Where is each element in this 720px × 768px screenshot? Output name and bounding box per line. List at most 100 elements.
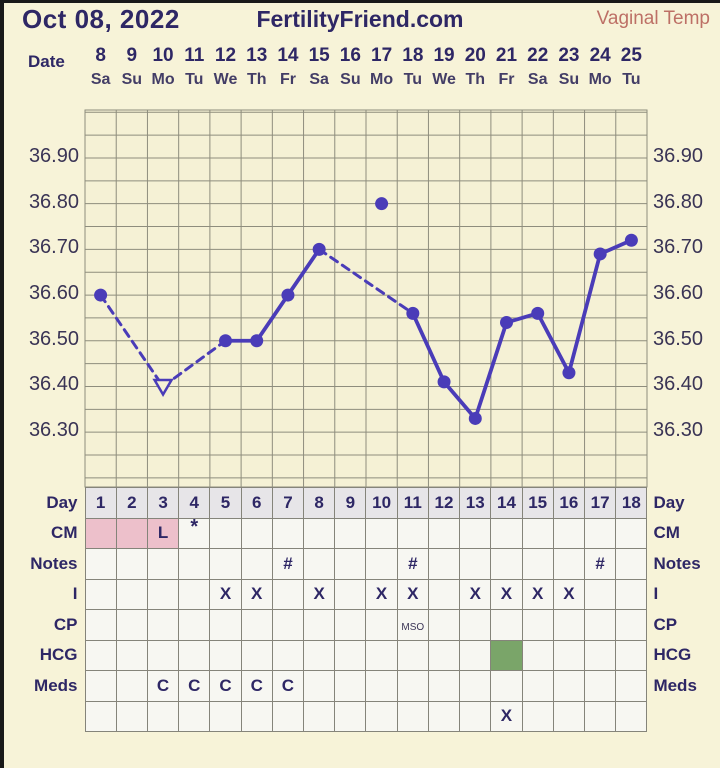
y-tick-label-right: 36.70: [653, 236, 704, 259]
cell-cp-day-18: [615, 609, 648, 641]
cell-extra-day-12: [427, 700, 461, 732]
row-label-left: [0, 701, 85, 732]
cell-notes-day-10: [365, 548, 398, 580]
cell-extra-day-6: [240, 700, 273, 732]
cell-extra-day-17: [583, 700, 617, 732]
cell-i-day-8: X: [303, 578, 336, 610]
cell-cp-day-14: [490, 609, 523, 641]
cell-day-day-4: 4: [178, 487, 211, 519]
date-number: 11: [184, 45, 205, 66]
weekday-label: Tu: [185, 71, 204, 88]
cell-notes-day-1: [84, 548, 117, 580]
cell-i-day-12: [427, 578, 461, 610]
cell-meds-day-4: C: [178, 670, 211, 702]
cell-day-day-13: 13: [459, 487, 492, 519]
temp-dot-day-14: [500, 315, 513, 329]
cell-text: C: [219, 675, 232, 695]
cell-notes-day-15: [521, 548, 554, 580]
weekday-label: Mo: [370, 71, 394, 88]
cell-text: 13: [465, 492, 485, 512]
temp-line-solid: [535, 311, 571, 375]
cell-extra-day-9: [334, 700, 367, 732]
cell-day-day-8: 8: [303, 487, 336, 519]
cell-notes-day-2: [115, 548, 148, 580]
date-number: 15: [308, 45, 330, 66]
cell-cm-day-7: [271, 517, 305, 549]
cell-text: L: [157, 523, 169, 543]
weekday-label: Fr: [279, 71, 296, 88]
cell-extra-day-14: X: [490, 700, 523, 732]
cell-cp-day-11: MSO: [396, 609, 429, 641]
cell-meds-day-15: [521, 670, 554, 702]
cell-text: X: [313, 584, 325, 604]
y-tick-label-right: 36.30: [653, 419, 704, 442]
cell-extra-day-4: [178, 700, 211, 732]
cell-text: 10: [372, 492, 392, 512]
table-row-notes: Notes # # # Notes: [0, 548, 720, 580]
cell-cm-day-4: *: [178, 517, 211, 549]
cell-day-day-16: 16: [552, 487, 586, 519]
cell-day-day-11: 11: [396, 487, 429, 519]
cell-cm-day-15: [521, 517, 554, 549]
temp-dot-day-16: [562, 366, 576, 380]
cell-hcg-day-1: [84, 639, 117, 671]
cell-notes-day-11: #: [396, 548, 429, 580]
row-label-right: CM: [653, 523, 680, 543]
temp-line-solid: [567, 252, 603, 375]
weekday-label: Su: [340, 71, 361, 88]
cell-meds-day-16: [552, 670, 586, 702]
cell-day-day-14: 14: [490, 487, 523, 519]
temp-dot-day-6: [250, 334, 264, 348]
cell-extra-day-1: [84, 700, 117, 732]
temp-line-solid: [442, 379, 478, 421]
weekday-label: We: [432, 71, 456, 88]
cell-extra-day-3: [146, 700, 180, 732]
cell-meds-day-1: [84, 670, 117, 702]
temp-line-dashed: [99, 293, 165, 388]
cell-text: 14: [496, 492, 516, 512]
date-number: 12: [214, 45, 237, 66]
date-number: 21: [495, 45, 518, 66]
cell-hcg-day-17: [583, 639, 617, 671]
cell-cm-day-10: [365, 517, 398, 549]
cell-hcg-day-18: [615, 639, 648, 671]
cell-hcg-day-3: [146, 639, 180, 671]
cell-cp-day-8: [303, 609, 336, 641]
table-row-cm: CM L * CM: [0, 517, 720, 549]
cell-hcg-day-14: [490, 639, 523, 671]
cell-notes-day-18: [615, 548, 648, 580]
y-tick-label-left: 36.30: [28, 419, 79, 442]
temp-dot-day-10: [375, 197, 389, 211]
row-label-right: CP: [653, 614, 678, 634]
cell-text: *: [190, 518, 199, 539]
cell-cm-day-1: [84, 517, 117, 549]
cell-extra-day-10: [365, 700, 398, 732]
cell-cp-day-12: [427, 609, 461, 641]
row-label-right: Notes: [653, 553, 701, 573]
cell-i-day-13: X: [459, 578, 492, 610]
cell-cp-day-4: [178, 609, 211, 641]
date-row-label: Date: [28, 52, 65, 71]
cell-text: X: [500, 584, 513, 604]
cell-notes-day-8: [303, 548, 336, 580]
cell-day-day-7: 7: [271, 487, 305, 519]
cell-i-day-2: [115, 578, 148, 610]
date-number: 20: [464, 45, 486, 66]
row-label-left: CP: [53, 614, 78, 634]
temp-dot-day-11: [406, 306, 420, 320]
date-number: 10: [152, 45, 174, 66]
cell-text: C: [156, 675, 170, 695]
y-tick-label-left: 36.90: [28, 144, 79, 167]
weekday-label: Th: [465, 71, 486, 88]
chart-table: Day 1 2 3 4 5 6 7 8 9 10 11 12 13 14 15 16 17 18 Day CM L * CM N…: [0, 487, 720, 732]
cell-cm-day-13: [459, 517, 492, 549]
cell-cm-day-12: [427, 517, 461, 549]
cell-i-day-3: [146, 578, 180, 610]
date-number: 18: [402, 45, 424, 66]
y-tick-label-left: 36.60: [28, 282, 79, 305]
cell-notes-day-17: #: [583, 548, 617, 580]
cell-i-day-4: [178, 578, 211, 610]
cell-cp-day-9: [334, 609, 367, 641]
